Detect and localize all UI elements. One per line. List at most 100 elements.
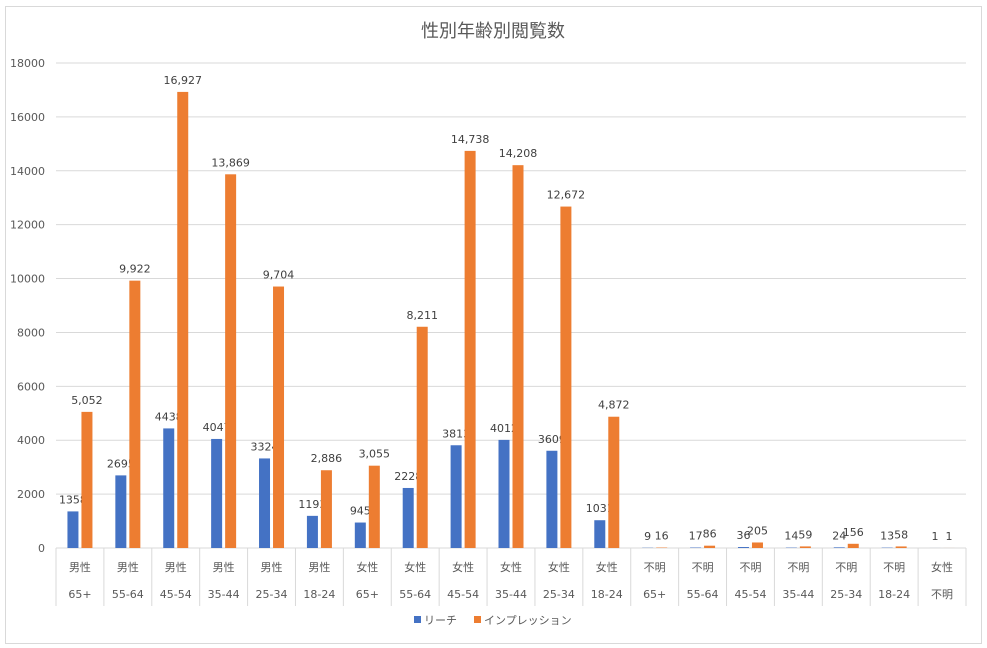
x-tick-label-gender: 男性 <box>213 560 235 574</box>
data-label: 2,886 <box>311 452 343 465</box>
bar-impression <box>177 91 189 549</box>
y-tick-label: 2000 <box>17 488 45 501</box>
bar-impression <box>847 543 859 548</box>
data-label: 2695 <box>107 457 135 470</box>
x-tick-label-gender: 女性 <box>356 560 378 574</box>
y-tick-label: 8000 <box>17 326 45 339</box>
bar-impression <box>416 326 428 548</box>
x-tick-label-gender: 不明 <box>644 561 666 574</box>
bar-reach <box>450 445 462 548</box>
x-tick-label-age: 18-24 <box>591 588 623 601</box>
x-tick-label-gender: 不明 <box>787 561 809 574</box>
bar-impression <box>225 174 237 548</box>
bar-reach <box>211 438 223 548</box>
data-label: 5,052 <box>71 394 103 407</box>
x-tick-label-gender: 男性 <box>165 560 187 574</box>
data-label: 1 <box>932 530 939 543</box>
data-label: 14 <box>784 530 798 543</box>
y-tick-label: 4000 <box>17 434 45 447</box>
x-tick-label-age: 25-34 <box>543 588 575 601</box>
data-label: 16,927 <box>163 74 202 87</box>
x-tick-label-gender: 女性 <box>548 560 570 574</box>
x-tick-label-gender: 男性 <box>69 560 91 574</box>
x-tick-label-age: 45-54 <box>160 588 192 601</box>
x-tick-label-age: 65+ <box>643 588 666 601</box>
x-tick-label-age: 不明 <box>931 588 953 601</box>
data-label: 86 <box>703 528 717 541</box>
data-label: 1031 <box>586 502 614 515</box>
x-tick-label-gender: 男性 <box>117 560 139 574</box>
chart-title: 性別年齢別閲覧数 <box>421 21 565 42</box>
bar-impression <box>368 465 380 548</box>
data-label: 9 <box>644 530 651 543</box>
bar-impression <box>512 165 524 548</box>
data-label: 36 <box>736 529 750 542</box>
x-tick-label-age: 18-24 <box>303 588 335 601</box>
x-tick-label-age: 25-34 <box>830 588 862 601</box>
data-label: 3,055 <box>359 448 391 461</box>
x-tick-label-gender: 不明 <box>835 561 857 574</box>
bar-impression <box>704 545 716 548</box>
x-tick-label-gender: 不明 <box>883 561 905 574</box>
data-label: 12,672 <box>547 189 586 202</box>
data-label: 4,872 <box>598 399 630 412</box>
x-tick-label-age: 55-64 <box>112 588 144 601</box>
bar-reach <box>737 547 749 548</box>
legend-swatch-impression <box>474 616 481 623</box>
bar-impression <box>129 280 141 548</box>
data-label: 205 <box>747 524 768 537</box>
bar-reach <box>546 450 558 548</box>
data-label: 4438 <box>155 410 183 423</box>
y-tick-label: 12000 <box>10 219 45 232</box>
legend-label-impression: インプレッション <box>484 614 572 627</box>
data-label: 3813 <box>442 427 470 440</box>
bar-reach <box>354 522 366 548</box>
y-tick-label: 0 <box>38 542 45 555</box>
data-label: 14,738 <box>451 133 490 146</box>
x-tick-label-gender: 不明 <box>739 561 761 574</box>
bar-reach <box>163 428 175 548</box>
y-tick-label: 6000 <box>17 380 45 393</box>
data-label: 13 <box>880 530 894 543</box>
bar-impression <box>273 286 285 548</box>
legend-label-reach: リーチ <box>424 614 457 627</box>
data-label: 59 <box>798 528 812 541</box>
bar-impression <box>560 206 572 548</box>
data-label: 17 <box>689 530 703 543</box>
x-tick-label-gender: 男性 <box>308 560 330 574</box>
bar-impression <box>895 546 907 548</box>
x-tick-label-age: 45-54 <box>447 588 479 601</box>
data-label: 9,922 <box>119 263 151 276</box>
data-label: 24 <box>832 529 846 542</box>
x-tick-label-age: 18-24 <box>878 588 910 601</box>
x-tick-label-age: 35-44 <box>782 588 814 601</box>
y-tick-label: 14000 <box>10 165 45 178</box>
data-label: 156 <box>843 526 864 539</box>
data-label: 13,869 <box>211 156 250 169</box>
bar-impression <box>608 416 620 548</box>
x-tick-label-gender: 女性 <box>452 560 474 574</box>
data-label: 1 <box>946 530 953 543</box>
data-label: 2228 <box>394 470 422 483</box>
bar-reach <box>498 439 510 548</box>
bar-impression <box>799 546 811 548</box>
bar-reach <box>594 520 606 548</box>
y-tick-label: 10000 <box>10 273 45 286</box>
data-label: 4012 <box>490 422 518 435</box>
x-tick-label-gender: 不明 <box>692 561 714 574</box>
data-label: 4047 <box>203 421 231 434</box>
x-tick-label-age: 65+ <box>356 588 379 601</box>
data-label: 8,211 <box>406 309 438 322</box>
bar-reach <box>833 547 845 548</box>
data-label: 3609 <box>538 433 566 446</box>
y-tick-label: 18000 <box>10 57 45 70</box>
bar-impression <box>751 542 763 548</box>
x-tick-label-age: 55-64 <box>687 588 719 601</box>
bar-impression <box>81 411 93 548</box>
bar-impression <box>320 470 332 548</box>
x-tick-label-gender: 女性 <box>500 560 522 574</box>
data-label: 1358 <box>59 493 87 506</box>
x-tick-label-gender: 女性 <box>596 560 618 574</box>
x-tick-label-age: 35-44 <box>208 588 240 601</box>
